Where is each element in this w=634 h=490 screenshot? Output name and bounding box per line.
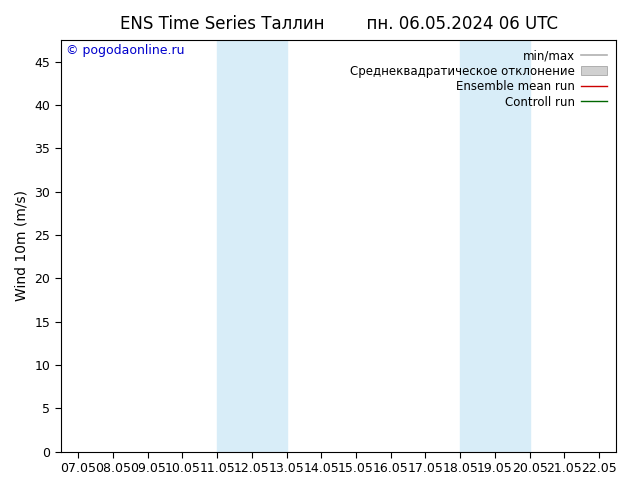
Bar (460, 40, 529, 452)
Bar (217, 40, 287, 452)
Text: © pogodaonline.ru: © pogodaonline.ru (67, 44, 185, 57)
Y-axis label: Wind 10m (m/s): Wind 10m (m/s) (15, 190, 29, 301)
Title: ENS Time Series Таллин        пн. 06.05.2024 06 UTC: ENS Time Series Таллин пн. 06.05.2024 06… (120, 15, 558, 33)
Legend: min/max, Среднеквадратическое отклонение, Ensemble mean run, Controll run: min/max, Среднеквадратическое отклонение… (347, 46, 611, 112)
